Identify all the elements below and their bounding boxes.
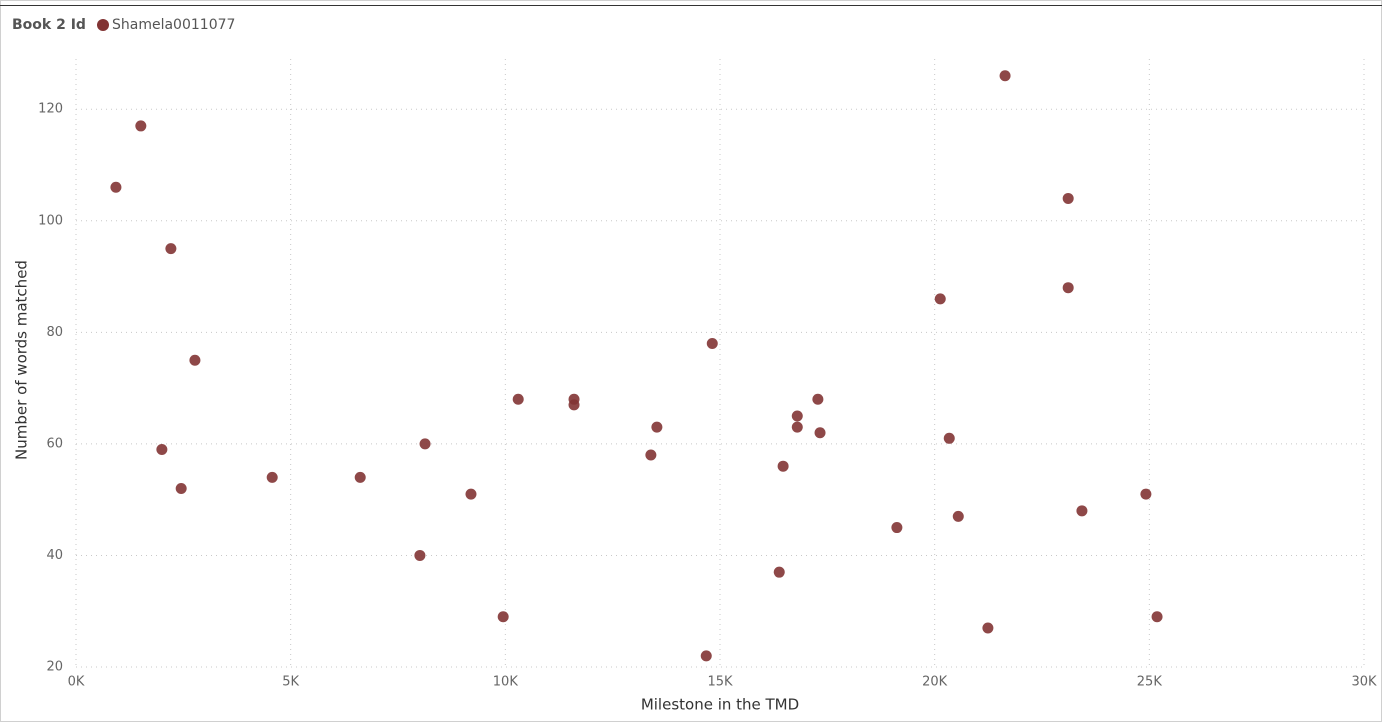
point xyxy=(175,483,187,495)
y-axis-title: Number of words matched xyxy=(13,260,31,460)
point xyxy=(791,421,803,433)
point xyxy=(891,522,903,534)
x-tick-label: 15K xyxy=(707,675,733,690)
x-tick-label: 5K xyxy=(282,675,299,690)
y-tick-label: 100 xyxy=(38,213,63,228)
legend-marker xyxy=(97,19,109,31)
point xyxy=(266,471,278,483)
y-tick-label: 120 xyxy=(38,102,63,117)
point xyxy=(943,432,955,444)
x-tick-label: 10K xyxy=(493,675,519,690)
point xyxy=(773,566,785,578)
point xyxy=(512,393,524,405)
point xyxy=(568,399,580,411)
point xyxy=(812,393,824,405)
legend-label: Shamela0011077 xyxy=(112,17,235,33)
point xyxy=(777,460,789,472)
point xyxy=(706,337,718,349)
point xyxy=(497,611,509,623)
point xyxy=(1076,505,1088,517)
y-tick-label: 80 xyxy=(46,325,63,340)
point xyxy=(1151,611,1163,623)
point xyxy=(189,354,201,366)
point xyxy=(934,293,946,305)
x-tick-label: 20K xyxy=(922,675,948,690)
point xyxy=(414,549,426,561)
point xyxy=(165,243,177,255)
legend-title: Book 2 Id xyxy=(12,17,86,33)
point xyxy=(645,449,657,461)
x-tick-label: 25K xyxy=(1137,675,1163,690)
point xyxy=(814,427,826,439)
legend: Shamela0011077 xyxy=(97,17,235,33)
point xyxy=(700,650,712,662)
y-tick-label: 20 xyxy=(46,660,63,675)
x-tick-label: 0K xyxy=(68,675,85,690)
point xyxy=(791,410,803,422)
x-axis-title: Milestone in the TMD xyxy=(641,696,799,714)
point xyxy=(135,120,147,132)
point xyxy=(651,421,663,433)
point xyxy=(1140,488,1152,500)
y-tick-label: 40 xyxy=(46,548,63,563)
point xyxy=(952,510,964,522)
point xyxy=(1062,192,1074,204)
point xyxy=(999,70,1011,82)
y-tick-label: 60 xyxy=(46,436,63,451)
point xyxy=(419,438,431,450)
point xyxy=(156,443,168,455)
point xyxy=(110,181,122,193)
point xyxy=(982,622,994,634)
x-tick-label: 30K xyxy=(1351,675,1377,690)
point xyxy=(465,488,477,500)
point xyxy=(1062,282,1074,294)
point xyxy=(354,471,366,483)
